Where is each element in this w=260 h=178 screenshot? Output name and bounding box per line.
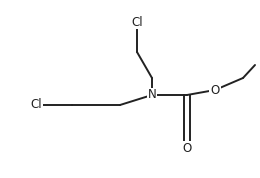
Text: Cl: Cl: [131, 15, 143, 28]
Text: Cl: Cl: [30, 98, 42, 111]
Text: O: O: [182, 142, 192, 155]
Text: O: O: [210, 83, 220, 96]
Text: N: N: [148, 88, 156, 101]
